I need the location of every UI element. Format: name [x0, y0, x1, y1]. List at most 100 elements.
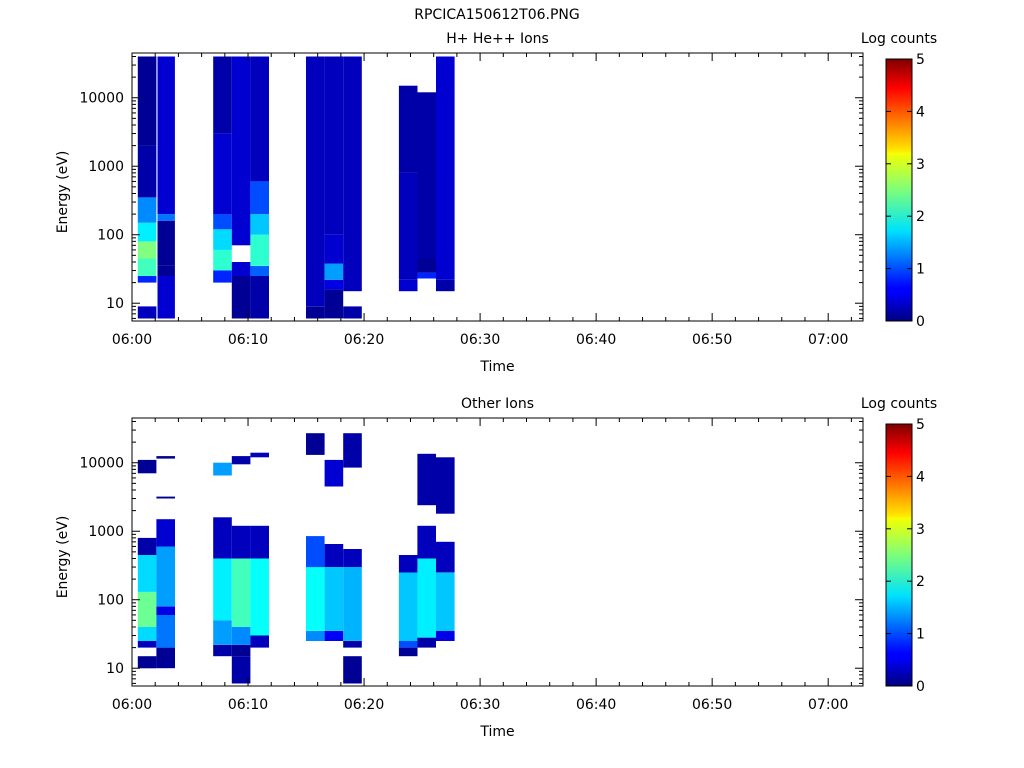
heatmap-cell: [306, 56, 325, 307]
figure-title: RPCICA150612T06.PNG: [414, 7, 579, 23]
heatmap-cell: [213, 249, 232, 271]
heatmap-cell: [250, 276, 269, 319]
colorbar-tick-label: 3: [916, 522, 925, 538]
heatmap-cell: [137, 641, 157, 648]
x-tick-label: 06:50: [692, 332, 732, 348]
y-tick-label: 10000: [79, 91, 124, 107]
heatmap-cell: [156, 496, 175, 499]
heatmap-cell: [398, 555, 418, 573]
colorbar-tick-label: 0: [916, 679, 925, 695]
heatmap-cell: [157, 56, 175, 215]
heatmap-cell: [137, 276, 157, 283]
heatmap-cell: [417, 258, 436, 273]
y-tick-label: 100: [97, 228, 124, 244]
heatmap-cell: [231, 644, 251, 657]
y-tick-label: 10: [106, 296, 124, 312]
heatmap-cell: [137, 591, 157, 627]
panel-h-he-ions: 06:00 06:10 06:20 06:30 06:40 06:50 07:0010100…: [55, 31, 937, 375]
heatmap-cell: [398, 641, 418, 648]
y-axis-label: Energy (eV): [55, 516, 71, 599]
colorbar-tick-label: 4: [916, 469, 925, 485]
heatmap-cell: [137, 145, 157, 198]
heatmap-cell: [398, 279, 418, 292]
heatmap-cell: [343, 656, 362, 684]
heatmap-cell: [156, 606, 175, 615]
y-tick-label: 1000: [88, 159, 124, 175]
colorbar: [885, 423, 913, 687]
heatmap-cell: [436, 457, 455, 514]
heatmap-cell: [213, 644, 232, 657]
heatmap-cell: [324, 544, 344, 567]
x-tick-label: 06:20: [344, 332, 384, 348]
heatmap-cell: [137, 656, 157, 669]
heatmap-cell: [436, 56, 455, 280]
heatmap-cell: [343, 567, 362, 641]
heatmap-cell: [417, 453, 436, 506]
heatmap-cell: [306, 433, 325, 455]
y-tick-label: 10000: [79, 456, 124, 472]
heatmap-cell: [250, 181, 269, 215]
heatmap-cell: [137, 241, 157, 259]
x-tick-label: 06:00: [112, 697, 152, 713]
y-tick-label: 10: [106, 661, 124, 677]
heatmap-cell: [157, 266, 175, 276]
heatmap-cell: [250, 558, 269, 636]
heatmap-cell: [213, 133, 232, 215]
heatmap-cell: [398, 647, 418, 657]
heatmap-cell: [156, 456, 175, 459]
heatmap-cells: [137, 433, 455, 684]
heatmap-cell: [436, 572, 455, 631]
heatmap-cell: [213, 214, 232, 230]
colorbar-tick-label: 5: [916, 52, 925, 68]
heatmap-cell: [250, 234, 269, 266]
heatmap-cell: [417, 525, 436, 559]
heatmap-cell: [324, 234, 344, 264]
x-tick-label: 06:40: [576, 697, 616, 713]
heatmap-cell: [324, 56, 344, 235]
heatmap-cell: [157, 214, 175, 221]
x-tick-label: 06:50: [692, 697, 732, 713]
heatmap-cell: [343, 549, 362, 567]
colorbar-tick-label: 5: [916, 417, 925, 433]
heatmap-cell: [137, 537, 157, 555]
heatmap-cell: [324, 631, 344, 641]
y-tick-label: 1000: [88, 524, 124, 540]
heatmap-cell: [250, 452, 269, 458]
heatmap-cells: [137, 56, 455, 319]
x-tick-label: 07:00: [808, 332, 848, 348]
heatmap-cell: [157, 220, 175, 266]
x-tick-label: 06:20: [344, 697, 384, 713]
heatmap-cell: [231, 262, 251, 276]
heatmap-cell: [324, 279, 344, 290]
heatmap-cell: [157, 276, 175, 319]
colorbar-tick-label: 3: [916, 157, 925, 173]
heatmap-cell: [137, 197, 157, 223]
heatmap-cell: [417, 637, 436, 648]
heatmap-cell: [231, 656, 251, 684]
heatmap-cell: [436, 541, 455, 573]
x-tick-label: 06:10: [228, 332, 268, 348]
x-axis-label: Time: [479, 359, 514, 375]
colorbar-tick-label: 1: [916, 262, 925, 278]
x-tick-label: 06:10: [228, 697, 268, 713]
heatmap-cell: [398, 172, 418, 280]
heatmap-cell: [343, 433, 362, 468]
heatmap-cell: [231, 56, 251, 246]
heatmap-cell: [137, 306, 157, 319]
colorbar-label: Log counts: [861, 31, 937, 47]
heatmap-cell: [156, 546, 175, 607]
y-axis-label: Energy (eV): [55, 151, 71, 234]
colorbar: [885, 58, 913, 322]
heatmap-cell: [156, 647, 175, 669]
heatmap-cell: [231, 558, 251, 627]
heatmap-cell: [213, 558, 232, 621]
heatmap-cell: [137, 627, 157, 641]
x-tick-label: 06:00: [112, 332, 152, 348]
heatmap-cell: [250, 266, 269, 276]
heatmap-cell: [213, 270, 232, 283]
panel-title: Other Ions: [461, 396, 534, 412]
heatmap-cell: [417, 558, 436, 638]
heatmap-cell: [306, 567, 325, 631]
heatmap-cell: [137, 222, 157, 242]
heatmap-cell: [417, 272, 436, 279]
